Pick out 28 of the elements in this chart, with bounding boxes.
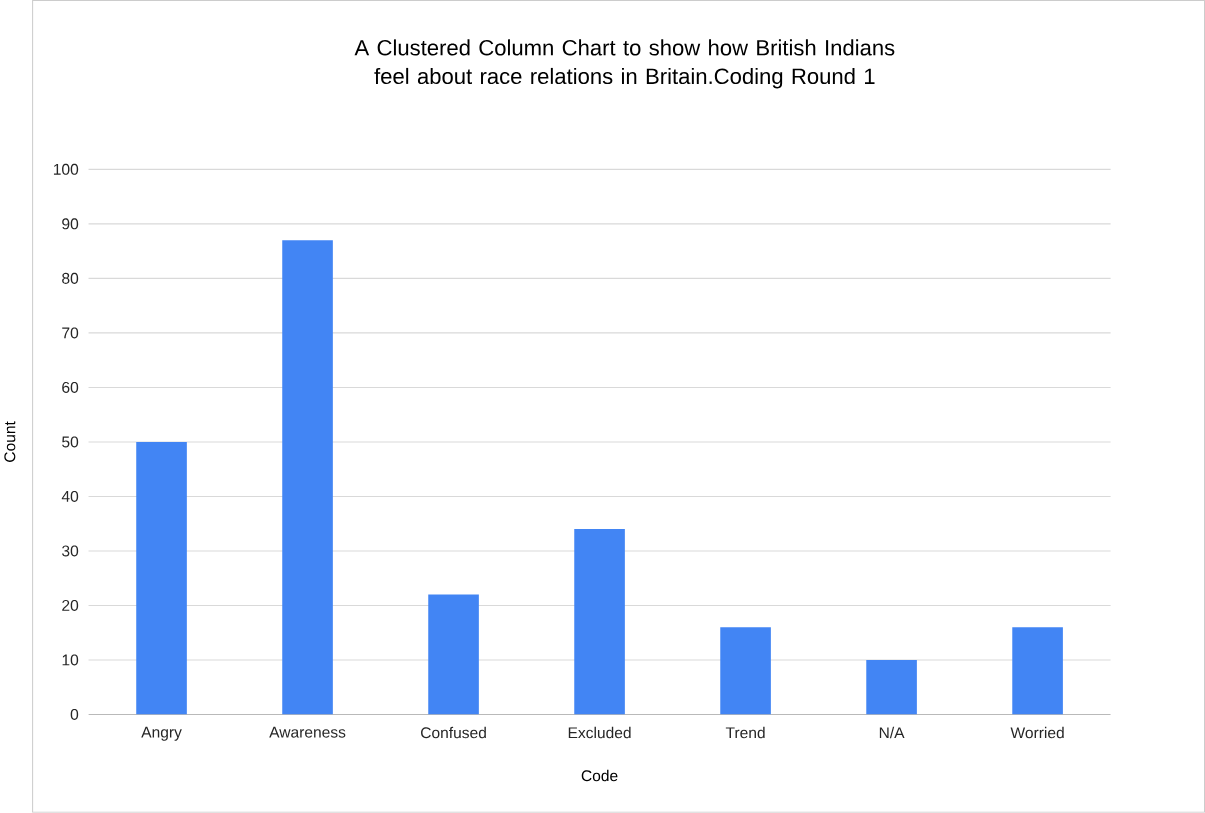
x-tick-label: Awareness bbox=[269, 726, 346, 738]
y-tick-label: 10 bbox=[62, 654, 79, 666]
x-axis-title: Code bbox=[581, 769, 618, 782]
bar bbox=[866, 660, 917, 715]
y-tick-label: 70 bbox=[62, 327, 79, 339]
bar bbox=[574, 529, 625, 715]
x-tick-label: Angry bbox=[141, 726, 182, 741]
bar bbox=[428, 594, 479, 715]
y-tick-label: 60 bbox=[62, 382, 79, 394]
y-tick-label: 40 bbox=[61, 491, 79, 503]
y-tick-label: 30 bbox=[62, 545, 79, 557]
y-tick-label: 0 bbox=[70, 709, 79, 721]
x-tick-label: Confused bbox=[421, 726, 486, 739]
y-axis-title: Count bbox=[4, 421, 16, 462]
x-tick-label: Trend bbox=[725, 726, 765, 739]
x-tick-label: N/A bbox=[879, 726, 905, 739]
y-tick-label: 20 bbox=[62, 600, 79, 612]
y-tick-label: 50 bbox=[62, 436, 79, 448]
y-tick-label: 80 bbox=[62, 272, 79, 284]
bar bbox=[282, 240, 333, 715]
y-tick-label: 90 bbox=[62, 218, 79, 230]
bar bbox=[136, 442, 187, 715]
chart-title: A Clustered Column Chart to show how British Indians feel about race relations in Britain.Coding Round 1 bbox=[354, 39, 895, 89]
y-tick-label: 100 bbox=[53, 163, 79, 175]
bar bbox=[1012, 627, 1063, 715]
x-tick-label: Excluded bbox=[568, 726, 631, 739]
x-tick-label: Worried bbox=[1010, 726, 1064, 739]
bar bbox=[720, 627, 771, 715]
